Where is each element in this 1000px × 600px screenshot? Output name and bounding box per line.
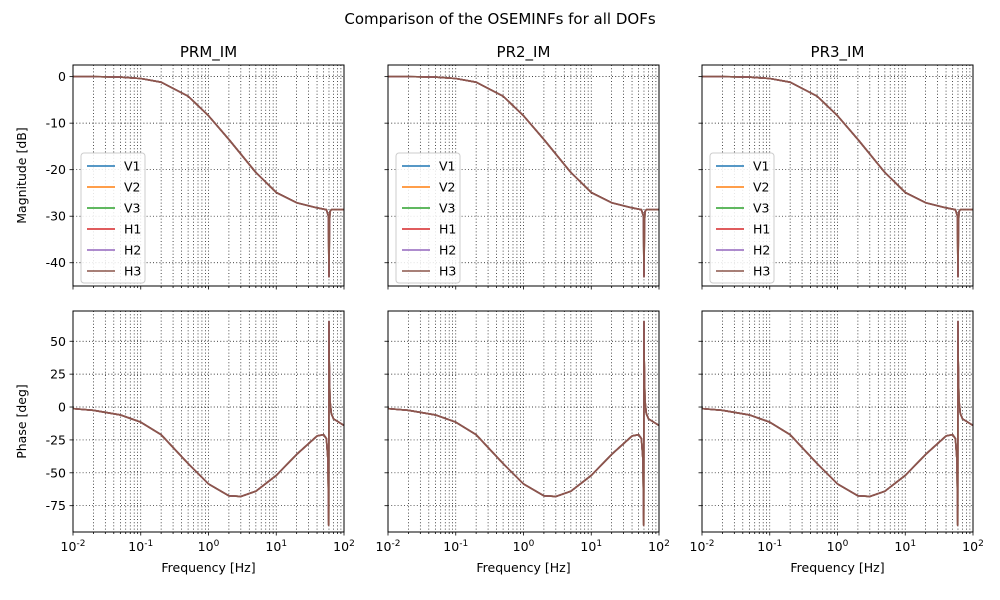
series-group: [73, 320, 344, 527]
series-line-h3: [702, 320, 973, 527]
subplot-magnitude-3: PR3_IM V1 V2 V3 H1 H2 H3: [698, 43, 974, 290]
legend-label-h1: H1: [753, 222, 770, 237]
subplot-grid: 0 -10 -20 -30 -40 PRM_IM Magnitude [dB] V1 V2 V3 H…: [14, 43, 984, 575]
plot-area: [73, 311, 344, 532]
plot-area: [702, 311, 973, 532]
legend-label-v1: V1: [753, 159, 770, 174]
series-line-h3: [702, 75, 973, 278]
grid: [388, 311, 659, 532]
y-axis-label: Magnitude [dB]: [14, 127, 29, 223]
legend-label-v1: V1: [124, 159, 141, 174]
legend-label-v3: V3: [439, 201, 456, 216]
legend-label-h3: H3: [439, 264, 456, 279]
y-tick-label: 50: [50, 334, 66, 349]
y-tick-label: -30: [46, 209, 66, 224]
subplot-title: PR2_IM: [497, 43, 551, 62]
legend-label-v3: V3: [753, 201, 770, 216]
series-line-h3: [388, 320, 659, 527]
y-tick-label: -40: [46, 255, 66, 270]
y-tick-label: -50: [46, 465, 66, 480]
x-axis-label: Frequency [Hz]: [161, 560, 255, 575]
legend-label-h1: H1: [124, 222, 141, 237]
series-group: [702, 75, 973, 278]
y-tick-label: 0: [58, 69, 66, 84]
subplot-magnitude-1: 0 -10 -20 -30 -40 PRM_IM Magnitude [dB] V1 V2 V3 H…: [14, 43, 345, 290]
legend: V1 V2 V3 H1 H2 H3: [80, 152, 146, 284]
legend-label-v2: V2: [124, 180, 141, 195]
series-group: [388, 320, 659, 527]
subplot-magnitude-2: PR2_IM V1 V2 V3 H1 H2 H3: [384, 43, 660, 290]
legend-label-h2: H2: [753, 243, 770, 258]
legend-label-h2: H2: [124, 243, 141, 258]
series-line-h3: [73, 320, 344, 527]
y-tick-label: -25: [46, 432, 66, 447]
legend-label-v2: V2: [753, 180, 770, 195]
y-tick-label: -75: [46, 498, 66, 513]
subplot-title: PRM_IM: [180, 43, 237, 62]
legend-label-h2: H2: [439, 243, 456, 258]
plot-area: [388, 311, 659, 532]
grid: [73, 311, 344, 532]
y-tick-label: -20: [46, 162, 66, 177]
legend-label-h3: H3: [124, 264, 141, 279]
series-line-h3: [388, 75, 659, 278]
x-axis-label: Frequency [Hz]: [790, 560, 884, 575]
legend-label-h1: H1: [439, 222, 456, 237]
series-group: [388, 75, 659, 278]
legend-label-h3: H3: [753, 264, 770, 279]
y-tick-label: -10: [46, 116, 66, 131]
subplot-title: PR3_IM: [811, 43, 865, 62]
y-axis-label: Phase [deg]: [14, 384, 29, 459]
legend-label-v2: V2: [439, 180, 456, 195]
figure-title: Comparison of the OSEMINFs for all DOFs: [344, 10, 655, 28]
x-axis-label: Frequency [Hz]: [476, 560, 570, 575]
legend-label-v1: V1: [439, 159, 456, 174]
y-tick-label: 25: [50, 367, 66, 382]
legend-label-v3: V3: [124, 201, 141, 216]
series-group: [73, 75, 344, 278]
y-tick-label: 0: [58, 400, 66, 415]
series-line-h3: [73, 75, 344, 278]
legend: V1 V2 V3 H1 H2 H3: [395, 152, 461, 284]
legend: V1 V2 V3 H1 H2 H3: [709, 152, 775, 284]
grid: [702, 311, 973, 532]
series-group: [702, 320, 973, 527]
